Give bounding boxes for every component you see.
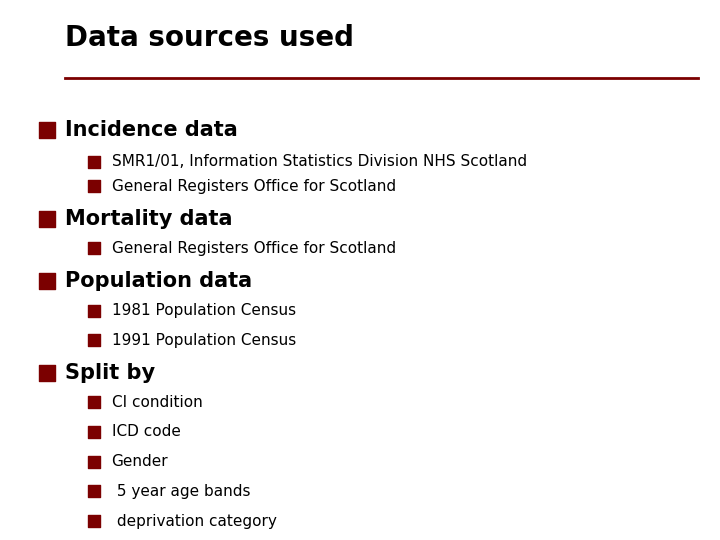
Text: Mortality data: Mortality data bbox=[65, 208, 233, 229]
Point bbox=[88, 428, 99, 436]
Point bbox=[41, 276, 53, 285]
Point bbox=[88, 487, 99, 496]
Text: deprivation category: deprivation category bbox=[112, 514, 276, 529]
Text: Population data: Population data bbox=[65, 271, 252, 291]
Text: 1991 Population Census: 1991 Population Census bbox=[112, 333, 296, 348]
Text: 1981 Population Census: 1981 Population Census bbox=[112, 303, 296, 318]
Point bbox=[41, 125, 53, 134]
Text: CI condition: CI condition bbox=[112, 395, 202, 410]
Text: General Registers Office for Scotland: General Registers Office for Scotland bbox=[112, 179, 396, 194]
Point bbox=[88, 398, 99, 407]
Text: Incidence data: Incidence data bbox=[65, 119, 238, 140]
Point bbox=[88, 182, 99, 191]
Point bbox=[88, 457, 99, 466]
Text: General Registers Office for Scotland: General Registers Office for Scotland bbox=[112, 241, 396, 256]
Point bbox=[88, 517, 99, 525]
Text: SMR1/01, Information Statistics Division NHS Scotland: SMR1/01, Information Statistics Division… bbox=[112, 154, 527, 170]
Point bbox=[41, 214, 53, 223]
Text: Gender: Gender bbox=[112, 454, 168, 469]
Point bbox=[88, 244, 99, 253]
Point bbox=[88, 336, 99, 345]
Point bbox=[88, 158, 99, 166]
Text: ICD code: ICD code bbox=[112, 424, 181, 440]
Text: 5 year age bands: 5 year age bands bbox=[112, 484, 250, 499]
Point bbox=[41, 368, 53, 377]
Point bbox=[88, 306, 99, 315]
Text: Data sources used: Data sources used bbox=[65, 24, 354, 52]
Text: Split by: Split by bbox=[65, 362, 155, 383]
